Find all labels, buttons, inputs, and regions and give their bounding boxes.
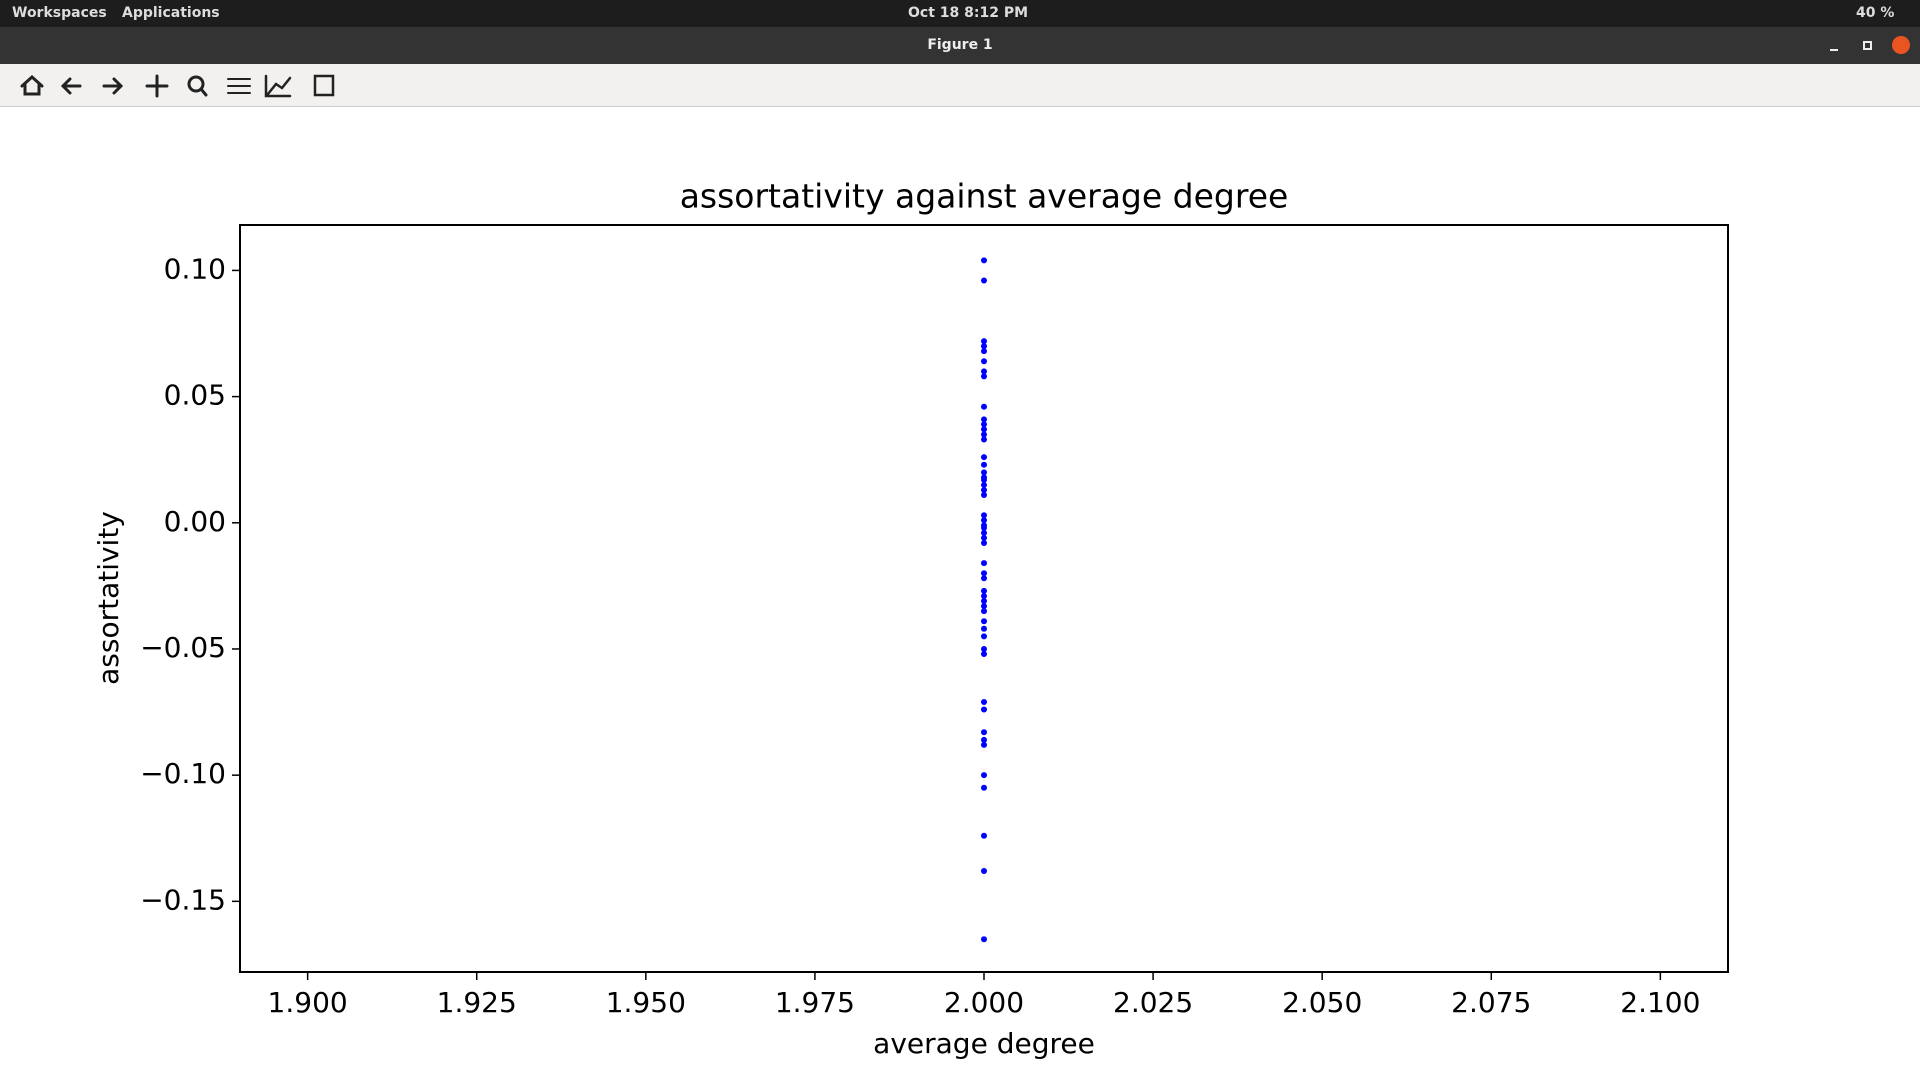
battery[interactable]: 40 %: [1856, 5, 1895, 21]
title-bar: Figure 1: [0, 27, 1920, 64]
point: [981, 486, 987, 493]
point: [981, 560, 987, 567]
toolbar: [0, 64, 1920, 107]
x-tick-label: 1.975: [775, 986, 855, 1019]
point: [981, 587, 987, 594]
y-tick-label: 0.10: [164, 252, 226, 285]
zoom-button[interactable]: [187, 75, 208, 97]
x-tick-label: 2.075: [1451, 986, 1531, 1019]
x-tick-label: 1.925: [437, 986, 517, 1019]
point: [981, 529, 987, 536]
point: [981, 603, 987, 610]
chart: assortativity against average degree ave…: [92, 177, 1729, 1060]
point: [981, 608, 987, 615]
point: [981, 736, 987, 743]
point: [981, 476, 987, 483]
point: [981, 343, 987, 350]
point: [981, 539, 987, 546]
point: [981, 625, 987, 632]
window-title: Figure 1: [927, 37, 993, 53]
edit-axis-button[interactable]: [264, 74, 292, 98]
point: [981, 277, 987, 284]
point: [981, 784, 987, 791]
point: [981, 469, 987, 476]
toolbar-icons: [20, 74, 335, 98]
point: [981, 575, 987, 582]
workspaces-menu[interactable]: Workspaces: [12, 5, 107, 21]
top-bar: Workspaces Applications Oct 18 8:12 PM 4…: [0, 0, 1920, 27]
point: [981, 517, 987, 524]
configure-button[interactable]: [227, 78, 251, 94]
point: [981, 481, 987, 488]
point: [981, 936, 987, 943]
pan-button[interactable]: [145, 74, 169, 98]
x-tick-label: 2.100: [1620, 986, 1700, 1019]
x-tick-label: 2.050: [1282, 986, 1362, 1019]
x-tick-label: 2.000: [944, 986, 1024, 1019]
y-tick-label: 0.00: [164, 505, 226, 538]
clock[interactable]: Oct 18 8:12 PM: [908, 5, 1029, 21]
x-tick-label: 1.950: [606, 986, 686, 1019]
point: [981, 416, 987, 423]
maximize-button[interactable]: [1863, 41, 1872, 50]
point: [981, 512, 987, 519]
save-button[interactable]: [313, 74, 335, 97]
point: [981, 421, 987, 428]
point: [981, 524, 987, 531]
y-tick-label: −0.05: [140, 631, 226, 664]
point: [981, 454, 987, 461]
point: [981, 772, 987, 779]
point: [981, 645, 987, 652]
point: [981, 492, 987, 499]
point: [981, 436, 987, 443]
point: [981, 698, 987, 705]
point: [981, 706, 987, 713]
point: [981, 729, 987, 736]
point: [981, 570, 987, 577]
point: [981, 868, 987, 875]
point: [981, 426, 987, 433]
chart-title: assortativity against average degree: [680, 177, 1289, 216]
point: [981, 358, 987, 365]
point: [981, 257, 987, 264]
close-button[interactable]: [1892, 36, 1910, 54]
window-controls: [1830, 36, 1910, 54]
x-tick-label: 1.900: [268, 986, 348, 1019]
point: [981, 633, 987, 640]
point: [981, 348, 987, 355]
point: [981, 598, 987, 605]
forward-button[interactable]: [102, 77, 124, 95]
x-tick-label: 2.025: [1113, 986, 1193, 1019]
applications-menu[interactable]: Applications: [122, 5, 220, 21]
point: [981, 832, 987, 839]
point: [981, 592, 987, 599]
point: [981, 741, 987, 748]
point: [981, 651, 987, 658]
point: [981, 373, 987, 380]
y-tick-label: −0.10: [140, 757, 226, 790]
back-button[interactable]: [60, 77, 82, 95]
point: [981, 368, 987, 375]
point: [981, 618, 987, 625]
point: [981, 431, 987, 438]
home-button[interactable]: [20, 74, 44, 96]
point: [981, 403, 987, 410]
point: [981, 461, 987, 468]
point: [981, 338, 987, 345]
x-axis-label: average degree: [873, 1027, 1095, 1060]
y-tick-label: −0.15: [140, 883, 226, 916]
y-tick-label: 0.05: [164, 379, 226, 412]
point: [981, 534, 987, 541]
y-axis-label: assortativity: [92, 511, 125, 685]
